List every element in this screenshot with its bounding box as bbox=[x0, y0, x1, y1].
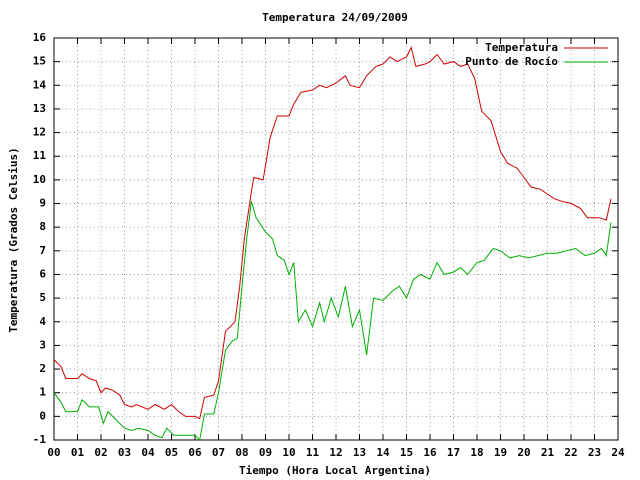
x-tick-label: 18 bbox=[470, 446, 483, 459]
x-tick-label: 06 bbox=[188, 446, 202, 459]
y-tick-label: 10 bbox=[33, 173, 46, 186]
x-tick-label: 22 bbox=[564, 446, 577, 459]
x-tick-label: 05 bbox=[165, 446, 178, 459]
y-tick-label: 2 bbox=[39, 362, 46, 375]
y-tick-label: 12 bbox=[33, 126, 46, 139]
x-tick-label: 07 bbox=[212, 446, 225, 459]
x-tick-label: 10 bbox=[282, 446, 295, 459]
y-tick-label: 7 bbox=[39, 244, 46, 257]
x-tick-label: 15 bbox=[400, 446, 413, 459]
y-tick-label: 14 bbox=[33, 78, 47, 91]
x-tick-label: 09 bbox=[259, 446, 272, 459]
y-tick-label: 9 bbox=[39, 197, 46, 210]
x-tick-label: 16 bbox=[423, 446, 437, 459]
x-axis-label: Tiempo (Hora Local Argentina) bbox=[239, 464, 431, 477]
x-tick-label: 01 bbox=[71, 446, 85, 459]
x-tick-label: 08 bbox=[235, 446, 248, 459]
x-tick-label: 02 bbox=[94, 446, 107, 459]
y-tick-label: 1 bbox=[39, 386, 46, 399]
x-tick-label: 00 bbox=[47, 446, 60, 459]
plot-frame bbox=[53, 37, 619, 441]
x-tick-label: 21 bbox=[541, 446, 555, 459]
x-tick-label: 13 bbox=[353, 446, 366, 459]
x-tick-label: 12 bbox=[329, 446, 342, 459]
x-tick-label: 20 bbox=[517, 446, 530, 459]
y-tick-label: 11 bbox=[33, 149, 47, 162]
y-tick-label: 13 bbox=[33, 102, 46, 115]
series-line bbox=[53, 46, 612, 420]
y-axis-label: Temperatura (Grados Celsius) bbox=[7, 147, 20, 332]
series-line bbox=[53, 201, 612, 442]
x-tick-label: 17 bbox=[447, 446, 460, 459]
y-tick-label: 8 bbox=[39, 220, 46, 233]
y-tick-label: 5 bbox=[39, 291, 46, 304]
y-tick-label: 3 bbox=[39, 338, 46, 351]
x-tick-label: 24 bbox=[611, 446, 625, 459]
x-tick-label: 14 bbox=[376, 446, 390, 459]
chart-title: Temperatura 24/09/2009 bbox=[262, 11, 408, 24]
y-tick-label: 6 bbox=[39, 267, 46, 280]
legend-label: Punto de Rocío bbox=[465, 55, 558, 68]
x-tick-label: 04 bbox=[141, 446, 155, 459]
x-tick-label: 19 bbox=[494, 446, 507, 459]
legend-label: Temperatura bbox=[485, 41, 558, 54]
y-tick-label: 15 bbox=[33, 55, 46, 68]
x-tick-label: 11 bbox=[306, 446, 320, 459]
y-tick-label: -1 bbox=[33, 433, 47, 446]
x-tick-label: 23 bbox=[588, 446, 601, 459]
y-tick-label: 0 bbox=[39, 409, 46, 422]
y-tick-label: 16 bbox=[33, 31, 47, 44]
x-tick-label: 03 bbox=[118, 446, 131, 459]
y-tick-label: 4 bbox=[39, 315, 46, 328]
